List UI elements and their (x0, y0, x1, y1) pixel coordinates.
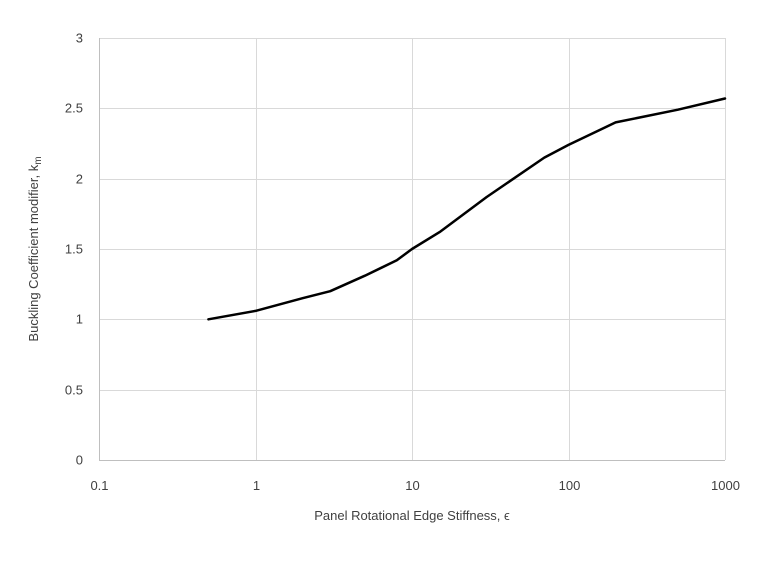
y-axis-title-main: Buckling Coefficient modifier, k (26, 164, 41, 341)
series-line (207, 97, 727, 321)
y-tick-label: 0 (76, 453, 83, 468)
x-tick-label: 0.1 (90, 478, 108, 493)
y-axis-title-subscript: m (33, 156, 44, 164)
tick-labels: 0 0.5 1 1.5 2 2.5 3 0.1 1 10 100 1000 (65, 31, 740, 494)
y-tick-label: 3 (76, 31, 83, 46)
y-tick-label: 1.5 (65, 242, 83, 257)
y-axis-title: Buckling Coefficient modifier, km (26, 156, 44, 341)
x-tick-label: 1 (253, 478, 260, 493)
series-group (207, 97, 727, 321)
x-axis-title: Panel Rotational Edge Stiffness, ϵ (314, 508, 510, 523)
y-tick-label: 2.5 (65, 101, 83, 116)
y-tick-label: 2 (76, 172, 83, 187)
x-tick-label: 1000 (711, 478, 740, 493)
x-tick-label: 10 (405, 478, 419, 493)
x-tick-label: 100 (559, 478, 581, 493)
y-tick-label: 1 (76, 312, 83, 327)
gridlines (99, 38, 726, 460)
y-tick-label: 0.5 (65, 383, 83, 398)
axes (99, 38, 725, 461)
